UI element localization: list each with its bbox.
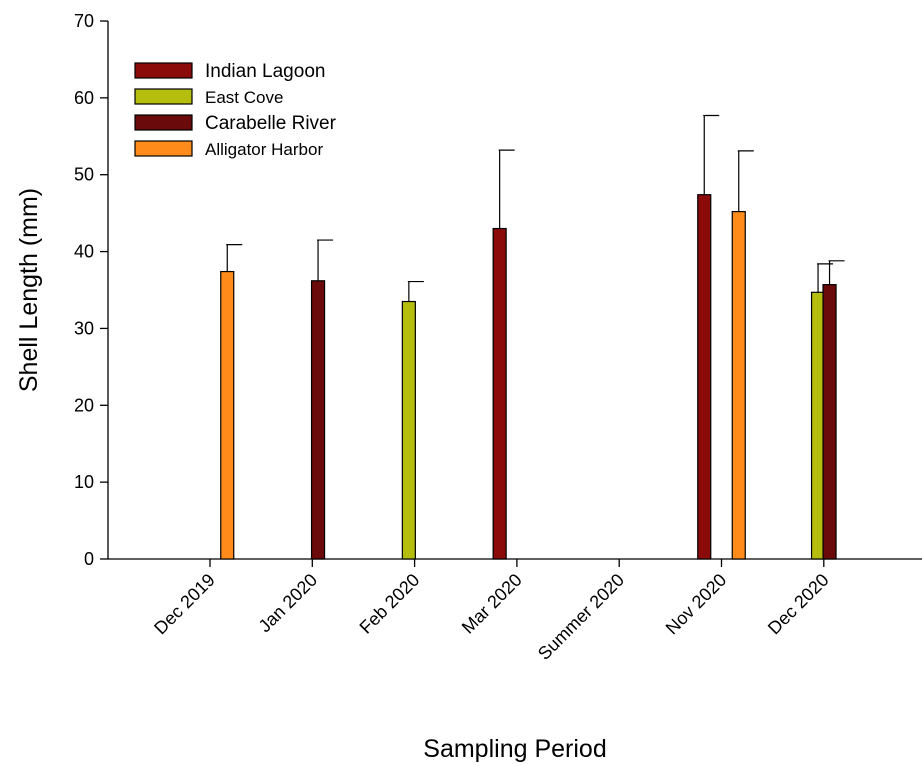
bar-alligator-harbor: [731, 211, 746, 560]
legend-swatch-alligator-harbor: [134, 140, 193, 157]
y-tick-label: 0: [84, 549, 94, 569]
bar-indian-lagoon: [697, 194, 712, 560]
x-ticks: Dec 2019 Jan 2020 Feb 2020 Mar 2020 Summer 2…: [150, 559, 833, 664]
y-tick-label: 10: [74, 472, 94, 492]
y-tick-label: 40: [74, 242, 94, 262]
bar-carabelle-river: [310, 280, 326, 560]
y-ticks: 0 10 20 30 40 50 60 70: [74, 11, 108, 569]
x-tick-label: Summer 2020: [534, 570, 628, 664]
x-tick-label: Jan 2020: [255, 570, 322, 637]
y-tick-label: 50: [74, 165, 94, 185]
y-tick-label: 30: [74, 318, 94, 338]
x-axis-title: Sampling Period: [423, 735, 606, 763]
bars: [220, 194, 837, 560]
y-tick-label: 70: [74, 11, 94, 31]
legend-label-east-cove: East Cove: [205, 88, 283, 107]
y-axis-title: Shell Length (mm): [15, 188, 43, 392]
legend-label-carabelle-river: Carabelle River: [205, 113, 337, 134]
bar-carabelle-river: [822, 284, 837, 560]
y-tick-label: 20: [74, 395, 94, 415]
bar-alligator-harbor: [220, 270, 235, 560]
y-tick-label: 60: [74, 88, 94, 108]
legend: Indian Lagoon East Cove Carabelle River All…: [134, 61, 337, 159]
legend-label-indian-lagoon: Indian Lagoon: [205, 61, 325, 82]
x-tick-label: Dec 2019: [150, 570, 219, 639]
x-tick-label: Feb 2020: [356, 570, 424, 638]
legend-swatch-carabelle-river: [134, 114, 193, 131]
x-tick-label: Nov 2020: [662, 570, 731, 639]
bar-east-cove: [401, 300, 416, 560]
legend-swatch-east-cove: [134, 88, 193, 105]
x-tick-label: Mar 2020: [458, 570, 526, 638]
legend-swatch-indian-lagoon: [134, 62, 193, 79]
axes: [107, 21, 922, 560]
legend-label-alligator-harbor: Alligator Harbor: [205, 140, 323, 159]
x-tick-label: Dec 2020: [764, 570, 833, 639]
error-bars: [226, 114, 845, 302]
bar-indian-lagoon: [492, 227, 507, 560]
